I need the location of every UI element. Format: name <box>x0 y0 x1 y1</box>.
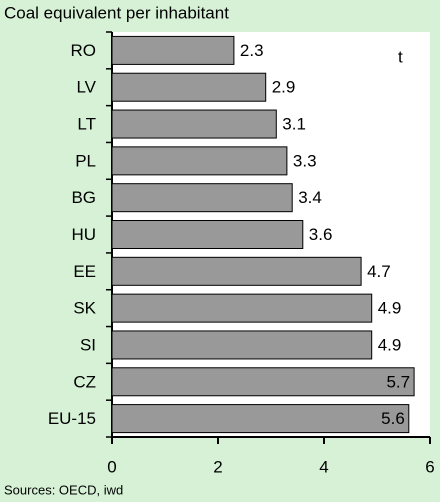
y-tick-label: LT <box>77 115 96 134</box>
value-label: 5.7 <box>386 372 410 391</box>
x-tick-label: 6 <box>425 457 434 476</box>
value-label: 4.7 <box>367 262 391 281</box>
y-tick-label: SI <box>80 335 96 354</box>
value-label: 2.9 <box>272 78 296 97</box>
y-tick-label: PL <box>75 151 96 170</box>
bar <box>111 367 415 397</box>
bar <box>111 35 235 65</box>
bar <box>111 293 373 323</box>
value-label: 3.3 <box>293 151 317 170</box>
bar <box>111 109 277 139</box>
y-tick-label: BG <box>71 188 96 207</box>
bar <box>111 256 362 286</box>
value-label: 5.6 <box>381 409 405 428</box>
value-label: 3.1 <box>282 115 306 134</box>
value-label: 3.6 <box>309 225 333 244</box>
unit-label: t <box>398 47 403 66</box>
bar <box>111 72 267 102</box>
source: Sources: OECD, iwd <box>4 482 123 497</box>
y-tick-label: LV <box>76 78 96 97</box>
value-label: 2.3 <box>240 41 264 60</box>
value-label: 4.9 <box>378 299 402 318</box>
value-label: 4.9 <box>378 335 402 354</box>
y-tick-label: EE <box>73 262 96 281</box>
bar <box>111 330 373 360</box>
bar <box>111 404 410 434</box>
y-tick-label: CZ <box>73 372 96 391</box>
y-tick-label: HU <box>71 225 96 244</box>
y-tick-label: RO <box>71 41 97 60</box>
bar <box>111 220 304 249</box>
chart-title: Coal equivalent per inhabitant <box>4 3 229 22</box>
bar <box>111 183 293 213</box>
x-tick-label: 0 <box>107 457 116 476</box>
bar <box>111 146 288 176</box>
x-tick-label: 4 <box>319 457 328 476</box>
y-tick-label: EU-15 <box>48 409 96 428</box>
y-tick-label: SK <box>73 299 96 318</box>
value-label: 3.4 <box>298 188 322 207</box>
x-tick-label: 2 <box>213 457 222 476</box>
